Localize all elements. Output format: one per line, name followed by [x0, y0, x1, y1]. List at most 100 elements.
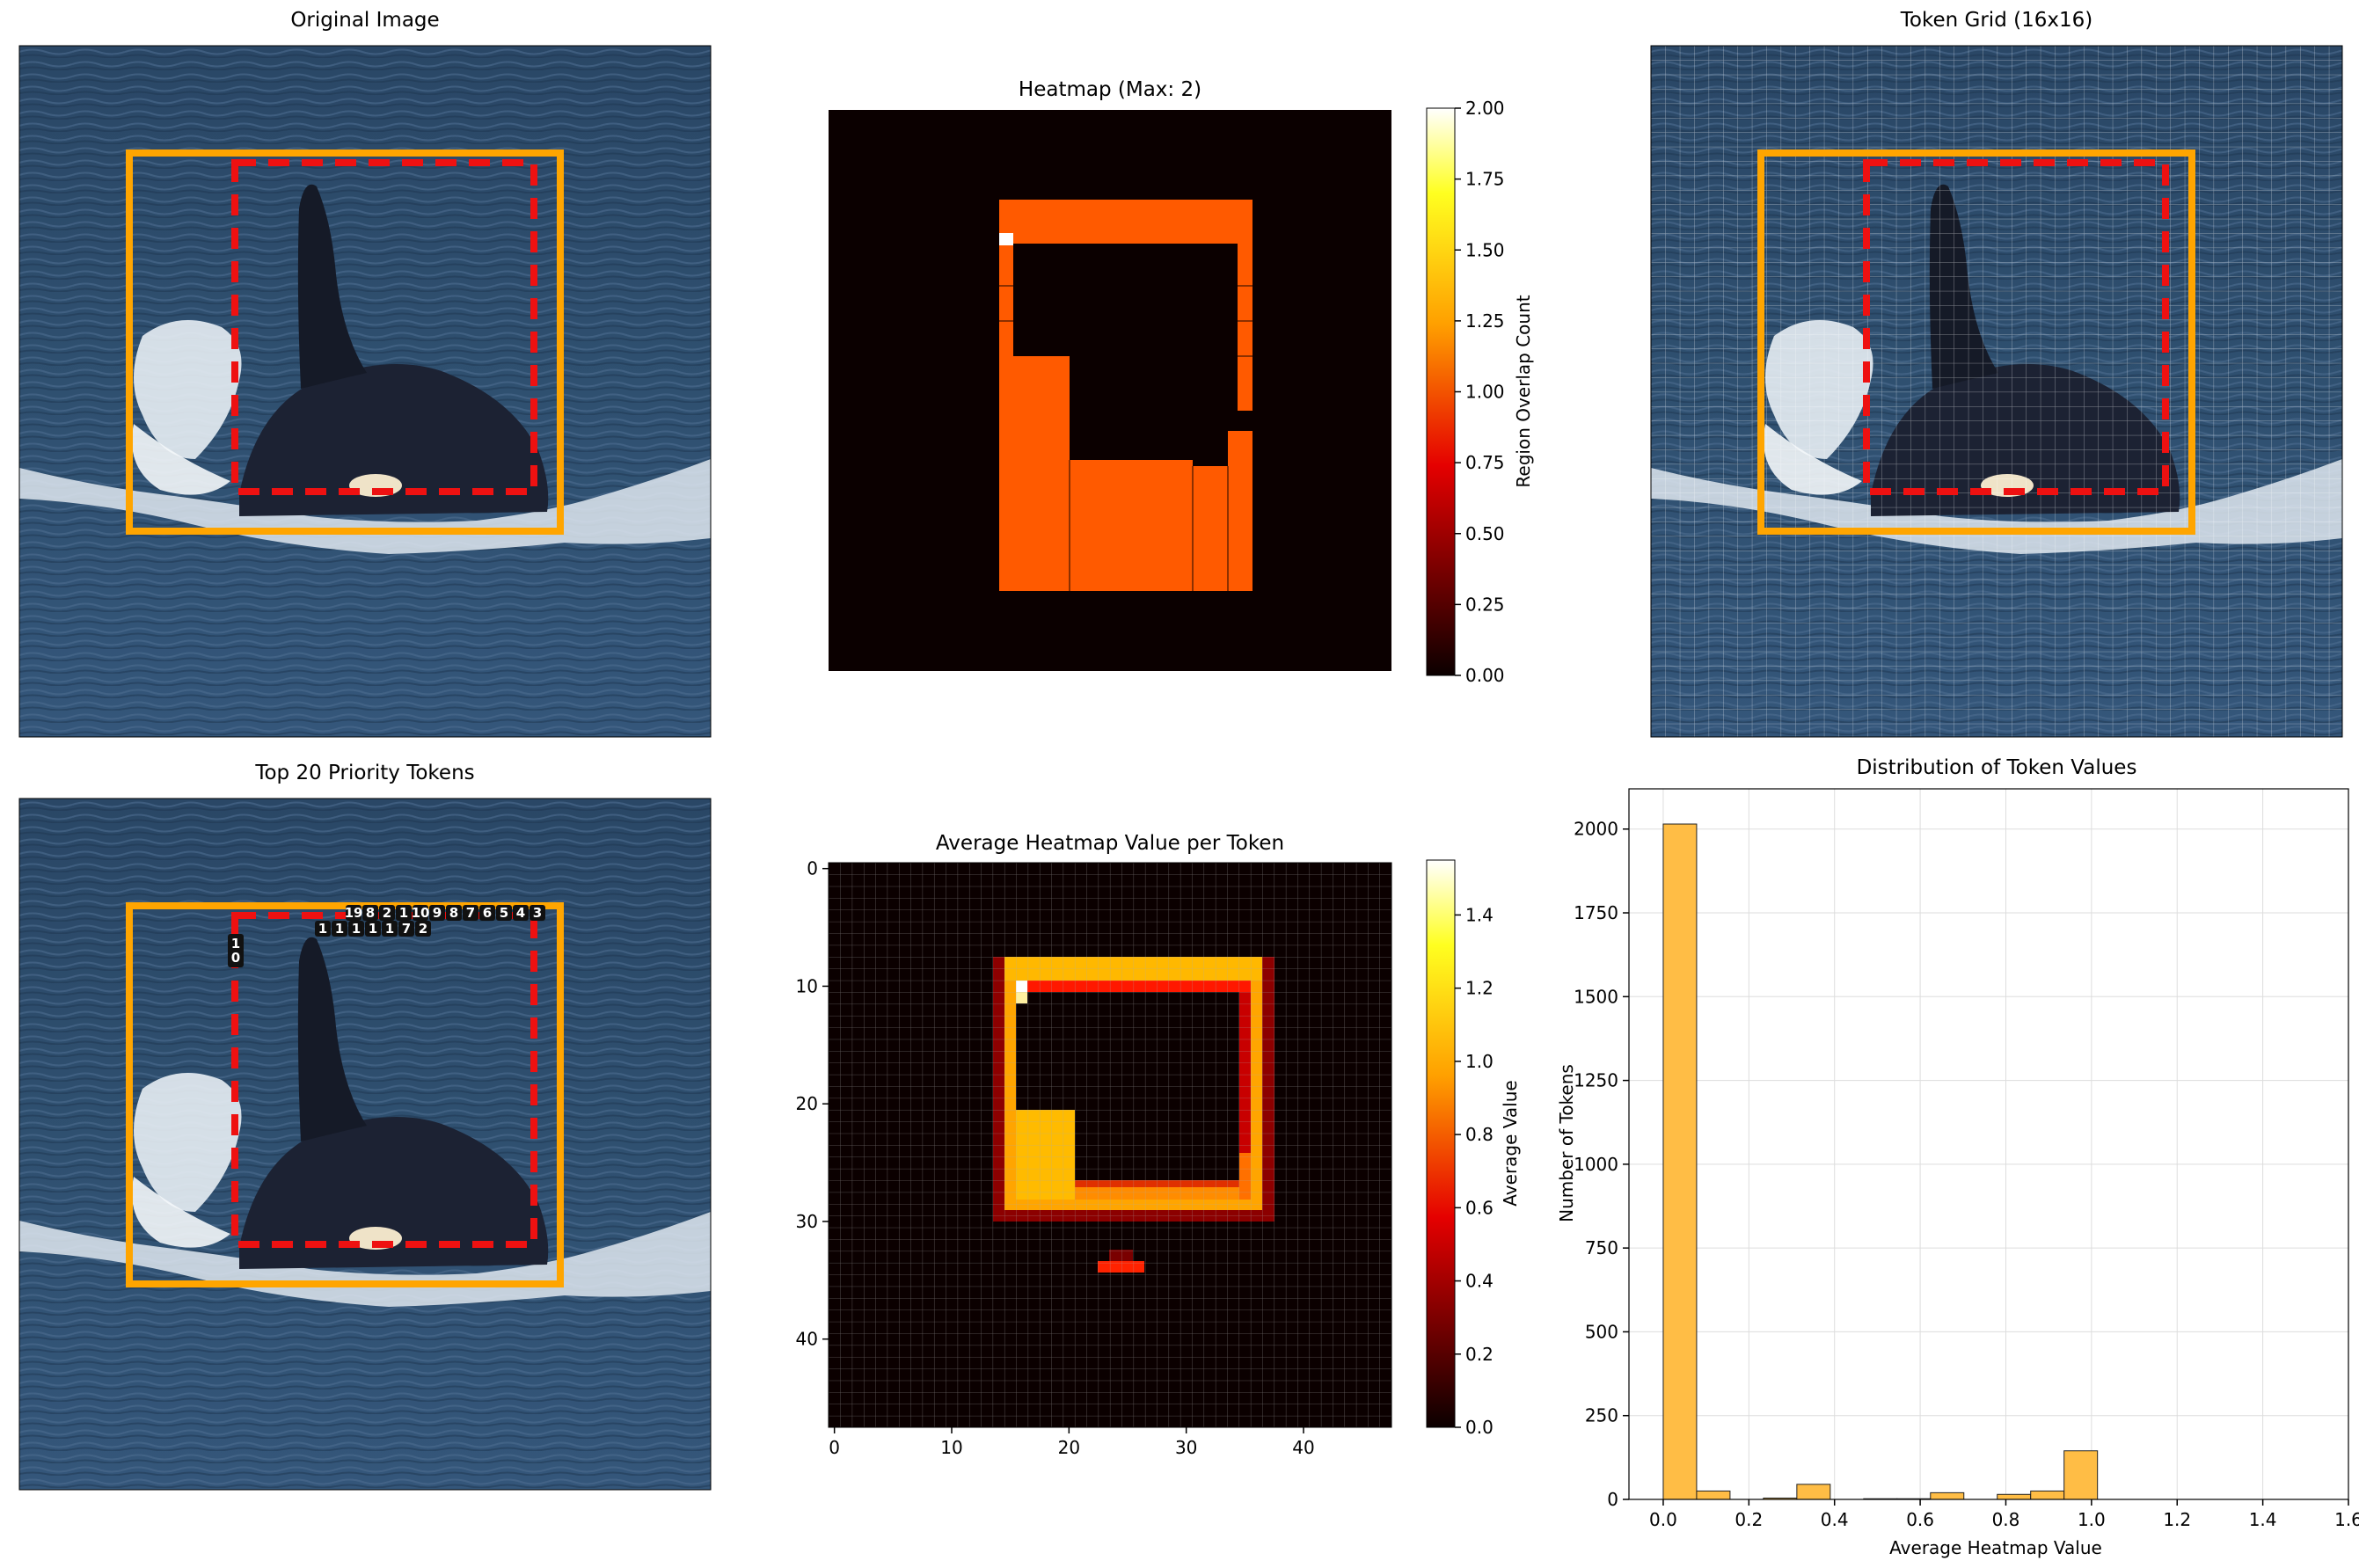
colorbar-tick-label: 1.2: [1465, 978, 1494, 999]
histogram-bar: [1696, 1490, 1731, 1500]
colorbar-tick-label: 1.25: [1465, 310, 1505, 332]
histogram-bar: [2030, 1490, 2065, 1500]
token-badge: [315, 921, 331, 937]
y-tick-label: 250: [1585, 1405, 1618, 1426]
token-badge: [446, 905, 462, 921]
token-rank-label: 1: [318, 921, 327, 937]
histogram-bar: [2063, 1450, 2099, 1500]
heatmap-image: [829, 110, 1391, 671]
token-badge: [348, 921, 364, 937]
x-tick-label: 0.0: [1649, 1509, 1677, 1530]
y-tick-label: 1500: [1574, 986, 1618, 1007]
x-tick-label: 0.6: [1906, 1509, 1934, 1530]
token-rank-label: 2: [419, 921, 427, 937]
avg-heatmap-axes: 0 10 20 30 40 0 10 20 30 40: [796, 858, 1392, 1458]
y-tick-label: 2000: [1574, 819, 1618, 840]
y-tick-label: 0: [1607, 1489, 1618, 1510]
token-badge: [529, 905, 545, 921]
colorbar-tick-label: 0.25: [1465, 594, 1505, 615]
histogram-bar: [1930, 1491, 1965, 1500]
token-rank-label: 5: [500, 905, 508, 921]
x-tick-label: 10: [940, 1437, 962, 1458]
x-tick-label: 1.2: [2163, 1509, 2191, 1530]
heatmap-colorbar-ticks: 0.00 0.25 0.50 0.75 1.00 1.25 1.50 1.75 2.00: [1455, 98, 1505, 686]
token-badge: [463, 905, 478, 921]
top-tokens-title: Top 20 Priority Tokens: [255, 762, 475, 784]
token-rank-label: 1: [385, 921, 394, 937]
y-tick-label: 10: [796, 975, 818, 996]
token-rank-label: 7: [402, 921, 411, 937]
token-rank-label: 1: [231, 936, 240, 952]
token-rank-label: 3: [533, 905, 542, 921]
x-tick-label: 20: [1058, 1437, 1080, 1458]
x-tick-label: 1.6: [2334, 1509, 2359, 1530]
token-grid-image: [1650, 45, 2343, 738]
colorbar-tick-label: 1.4: [1465, 904, 1494, 925]
colorbar-tick-label: 0.00: [1465, 665, 1505, 686]
colorbar-tick-label: 1.75: [1465, 169, 1505, 190]
y-tick-label: 30: [796, 1211, 818, 1232]
x-tick-label: 0: [829, 1437, 840, 1458]
y-tick-label: 0: [807, 858, 818, 879]
colorbar-tick-label: 2.00: [1465, 98, 1505, 119]
colorbar-tick-label: 0.50: [1465, 523, 1505, 544]
token-rank-label: 1: [369, 921, 377, 937]
token-badge: [496, 905, 512, 921]
token-grid-title: Token Grid (16x16): [1900, 9, 2093, 32]
token-badge: [415, 921, 431, 937]
red-dashed-bbox: [231, 159, 537, 495]
original-image-title: Original Image: [290, 9, 440, 32]
y-tick-label: 20: [796, 1093, 818, 1114]
token-rank-label: 19: [345, 905, 363, 921]
token-badge: [382, 921, 398, 937]
token-rank-label: 2: [383, 905, 391, 921]
token-badge: [396, 905, 412, 921]
original-image: [18, 45, 712, 738]
x-tick-label: 0.2: [1735, 1509, 1763, 1530]
token-badge: [379, 905, 395, 921]
token-rank-label: 10: [412, 905, 430, 921]
x-tick-label: 1.0: [2078, 1509, 2106, 1530]
token-rank-label: 1: [335, 921, 344, 937]
token-rank-label: 8: [366, 905, 375, 921]
histogram-bar: [1796, 1484, 1831, 1500]
avg-colorbar-label: Average Value: [1500, 1080, 1521, 1206]
heatmap-colorbar-label: Region Overlap Count: [1513, 295, 1534, 487]
histogram-bar: [1997, 1493, 2032, 1500]
orange-bbox: [126, 150, 564, 535]
y-tick-label: 40: [796, 1329, 818, 1350]
token-badge: [228, 934, 244, 967]
token-rank-label: 9: [433, 905, 442, 921]
colorbar-tick-label: 0.6: [1465, 1197, 1494, 1218]
token-rank-label: 0: [231, 950, 240, 966]
token-rank-label: 6: [483, 905, 492, 921]
colorbar-tick-label: 1.50: [1465, 239, 1505, 260]
colorbar-tick-label: 0.4: [1465, 1271, 1494, 1292]
token-rank-label: 4: [516, 905, 525, 921]
colorbar-tick-label: 1.00: [1465, 382, 1505, 403]
y-tick-label: 1750: [1574, 902, 1618, 923]
colorbar-tick-label: 1.0: [1465, 1051, 1494, 1072]
heatmap-title: Heatmap (Max: 2): [1018, 78, 1202, 101]
avg-heatmap-image: [829, 863, 1391, 1427]
histogram-bar: [1662, 823, 1698, 1500]
token-rank-label: 1: [352, 921, 361, 937]
token-rank-label: 1: [399, 905, 408, 921]
y-tick-label: 750: [1585, 1237, 1618, 1258]
orange-bbox: [126, 902, 564, 1287]
token-badge: [413, 905, 428, 921]
token-badge: [429, 905, 445, 921]
colorbar-tick-label: 0.75: [1465, 452, 1505, 473]
red-dashed-bbox: [1863, 159, 2169, 495]
colorbar-tick-label: 0.2: [1465, 1344, 1494, 1365]
colorbar-tick-label: 0.0: [1465, 1417, 1494, 1438]
avg-heatmap-colorbar: [1426, 859, 1456, 1428]
token-badge: [513, 905, 529, 921]
histogram-plot: 0.0 0.2 0.4 0.6 0.8 1.0 1.2 1.4 1.6 0 250 500 750 100…: [1574, 788, 2359, 1530]
y-tick-label: 1000: [1574, 1154, 1618, 1175]
token-badge: [479, 905, 495, 921]
histogram-ylabel: Number of Tokens: [1556, 1064, 1577, 1222]
orange-bbox: [1757, 150, 2195, 535]
